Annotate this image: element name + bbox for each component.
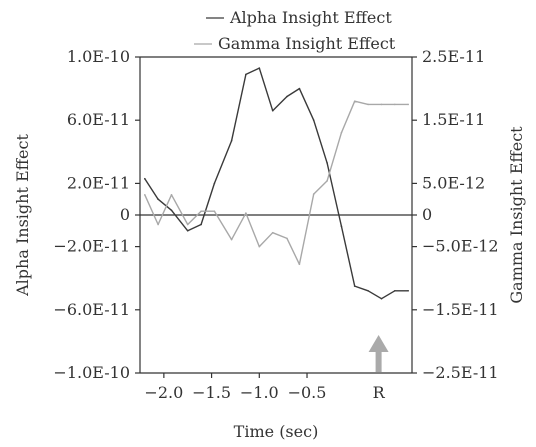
gamma-data-point: [271, 231, 274, 234]
y-left-tick-label: −6.0E-11: [53, 300, 130, 319]
alpha-data-point: [271, 109, 274, 112]
alpha-data-point: [170, 209, 173, 212]
gamma-data-point: [312, 193, 315, 195]
gamma-data-point: [298, 263, 301, 266]
y-right-tick-label: 2.5E-11: [422, 47, 485, 66]
alpha-data-point: [157, 198, 159, 200]
gamma-data-point: [258, 245, 261, 248]
y-left-tick-label: −1.0E-10: [53, 363, 130, 382]
gamma-data-point: [407, 103, 410, 106]
gamma-data-point: [170, 194, 173, 196]
gamma-series-line: [144, 100, 409, 265]
y-right-tick-label: −2.5E-11: [422, 363, 499, 382]
y-left-tick-label: 1.0E-10: [67, 47, 130, 66]
y-left-tick-label: 0: [120, 205, 130, 224]
alpha-data-point: [353, 285, 356, 287]
y-right-tick-label: −1.5E-11: [422, 300, 499, 319]
y-right-tick-label: 1.5E-11: [422, 110, 485, 129]
r-arrow-shaft: [375, 350, 382, 372]
y-right-tick-label: 5.0E-12: [422, 173, 485, 192]
gamma-data-point: [353, 100, 356, 102]
legend-alpha-label: Alpha Insight Effect: [229, 8, 392, 27]
alpha-data-point: [230, 139, 233, 142]
gamma-data-point: [394, 103, 396, 106]
annotation-layer: R: [368, 335, 389, 402]
y-axis-label-right: Gamma Insight Effect: [507, 126, 526, 304]
alpha-data-point: [298, 87, 301, 90]
series-layer: [144, 67, 410, 300]
y-left-tick-label: −2.0E-11: [53, 237, 130, 256]
alpha-data-point: [286, 95, 288, 98]
x-tick-label: −1.0: [240, 383, 279, 402]
gamma-data-point: [286, 237, 288, 240]
gamma-data-point: [200, 210, 202, 212]
alpha-series-line: [144, 67, 409, 300]
alpha-data-point: [407, 290, 410, 292]
r-annotation-label: R: [373, 383, 386, 402]
alpha-data-point: [200, 223, 202, 226]
right-y-axis-ticks: 2.5E-11 1.5E-11 5.0E-12 0 −5.0E-12 −1.5E-11 −2…: [412, 47, 499, 382]
y-axis-label-left: Alpha Insight Effect: [13, 134, 32, 297]
alpha-data-point: [326, 162, 328, 164]
legend-gamma-label: Gamma Insight Effect: [218, 34, 396, 53]
gamma-data-point: [157, 223, 159, 226]
y-right-tick-label: 0: [422, 205, 432, 224]
gamma-data-point: [144, 194, 146, 196]
x-tick-label: −1.5: [192, 383, 231, 402]
alpha-data-point: [312, 119, 315, 121]
alpha-data-point: [186, 230, 189, 232]
gamma-data-point: [230, 238, 233, 241]
x-axis-ticks: −2.0 −1.5 −1.0 −0.5: [144, 373, 326, 402]
legend: Alpha Insight Effect Gamma Insight Effec…: [194, 8, 396, 53]
alpha-data-point: [245, 73, 247, 76]
gamma-data-point: [340, 132, 343, 134]
x-tick-label: −2.0: [144, 383, 183, 402]
alpha-data-point: [213, 182, 216, 185]
y-left-tick-label: 2.0E-11: [67, 173, 130, 192]
alpha-data-point: [394, 290, 396, 292]
x-axis-label: Time (sec): [234, 422, 319, 441]
alpha-data-point: [367, 290, 369, 292]
r-arrow-head: [368, 335, 389, 352]
alpha-data-point: [380, 297, 383, 300]
left-y-axis-ticks: 1.0E-10 6.0E-11 2.0E-11 0 −2.0E-11 −6.0E-11 −1…: [53, 47, 140, 382]
alpha-data-point: [144, 177, 146, 180]
gamma-data-point: [245, 212, 247, 214]
x-tick-label: −0.5: [288, 383, 327, 402]
gamma-data-point: [186, 223, 189, 226]
gamma-data-point: [213, 210, 216, 212]
gamma-data-point: [380, 103, 383, 106]
gamma-data-point: [326, 180, 328, 182]
alpha-data-point: [340, 225, 343, 227]
y-right-tick-label: −5.0E-12: [422, 237, 499, 256]
alpha-data-point: [258, 67, 261, 69]
gamma-data-point: [367, 103, 369, 106]
y-left-tick-label: 6.0E-11: [67, 110, 130, 129]
